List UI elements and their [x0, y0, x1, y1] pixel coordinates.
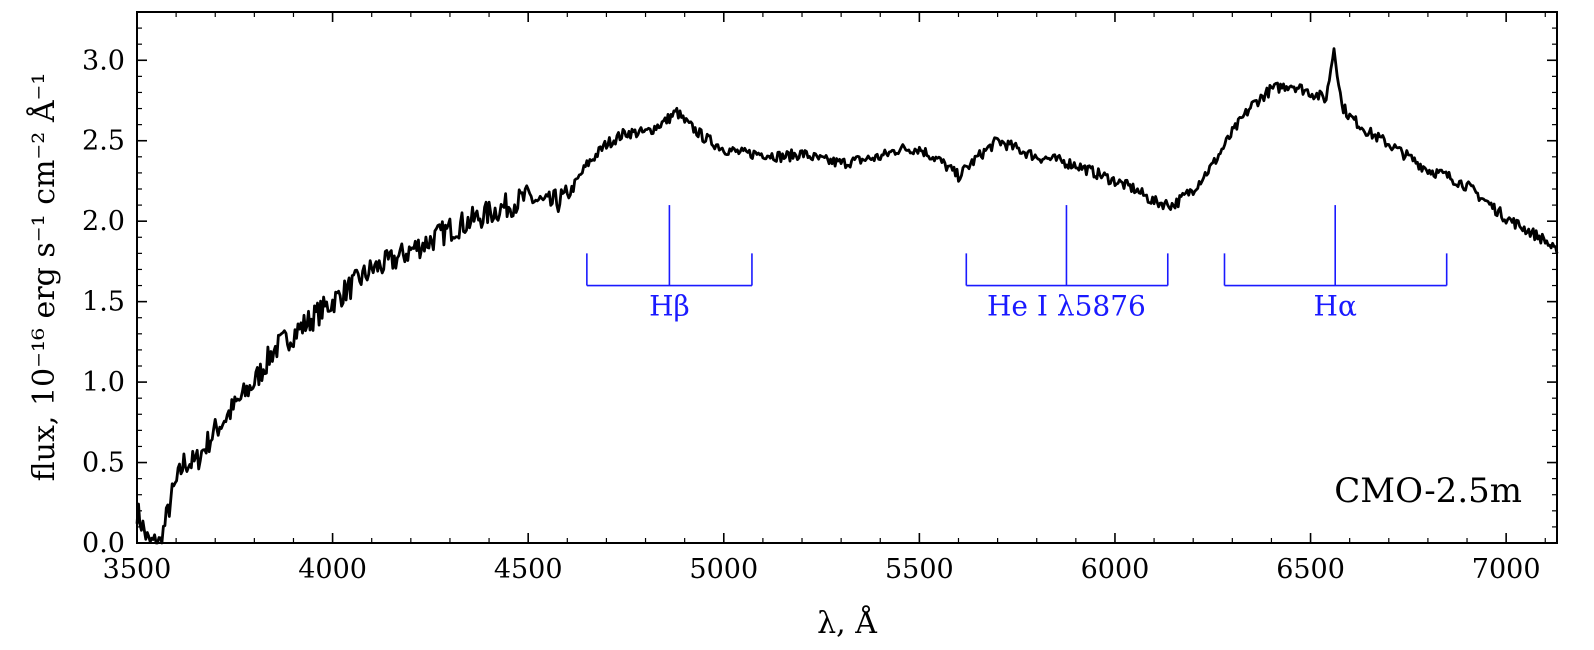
- marker-label: He I λ5876: [987, 290, 1146, 323]
- spectrum-series: [135, 47, 1559, 545]
- y-tick-labels: 0.0 0.5 1.0 1.5 2.0 2.5 3.0: [82, 45, 125, 559]
- y-tick-label: 1.0: [82, 367, 125, 398]
- y-tick-label: 0.0: [82, 528, 125, 559]
- line-marker: Hβ: [586, 205, 753, 323]
- x-tick-label: 5000: [689, 554, 758, 585]
- x-tick-labels: 3500 4000 4500 5000 5500 6000 6500 7000: [103, 554, 1541, 585]
- marker-label: Hβ: [649, 290, 690, 323]
- x-tick-label: 3500: [103, 554, 172, 585]
- major-ticks: [136, 12, 1557, 544]
- plot-frame: [136, 11, 1558, 544]
- spectrum-line: [135, 47, 1559, 545]
- x-axis-title: λ, Å: [817, 605, 877, 641]
- y-tick-label: 0.5: [82, 448, 125, 479]
- marker-label: Hα: [1314, 290, 1357, 323]
- x-tick-label: 7000: [1472, 554, 1541, 585]
- y-axis-title: flux, 10⁻¹⁶ erg s⁻¹ cm⁻² Å⁻¹: [26, 73, 62, 482]
- x-tick-label: 6500: [1276, 554, 1345, 585]
- y-tick-label: 2.0: [82, 206, 125, 237]
- y-tick-label: 1.5: [82, 287, 125, 318]
- x-tick-label: 5500: [885, 554, 954, 585]
- x-tick-label: 4000: [298, 554, 367, 585]
- y-tick-label: 3.0: [82, 45, 125, 76]
- y-tick-label: 2.5: [82, 126, 125, 157]
- line-marker: He I λ5876: [965, 205, 1169, 323]
- line-marker: Hα: [1223, 205, 1448, 323]
- x-tick-label: 6000: [1081, 554, 1150, 585]
- instrument-label: CMO-2.5m: [1334, 471, 1522, 511]
- x-tick-label: 4500: [494, 554, 563, 585]
- emission-line-markers: Hβ He I λ5876 Hα: [586, 205, 1448, 323]
